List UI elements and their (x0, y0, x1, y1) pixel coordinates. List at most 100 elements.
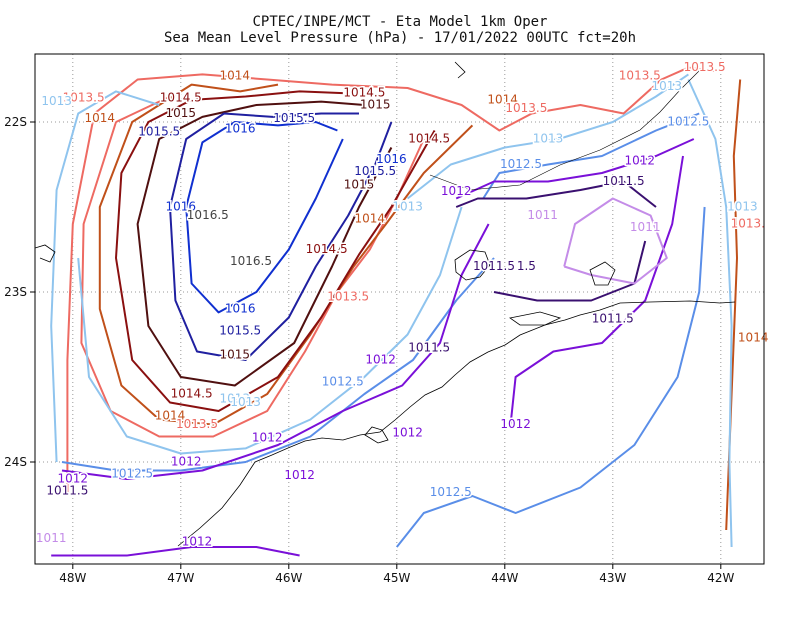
contour-label: 1013.5 (63, 91, 105, 105)
contour-line (725, 79, 742, 531)
contour-label: 1012.5 (430, 485, 472, 499)
contour-line (61, 257, 495, 472)
contour-label: 1012 (252, 431, 283, 445)
contour-line (396, 206, 706, 548)
contour-label: 1013 (652, 79, 683, 93)
contour-label: 1013.5 (505, 101, 547, 115)
contour-label: 1012 (500, 417, 531, 431)
chart-title: CPTEC/INPE/MCT - Eta Model 1km Oper (252, 14, 547, 30)
x-tick-label: 45W (383, 571, 410, 585)
contour-label: 1011.5 (473, 259, 515, 273)
contour-label: 1011.5 (408, 341, 450, 355)
contour-label: 1015 (166, 106, 197, 120)
contour-label: 1013.5 (176, 417, 218, 431)
x-tick-label: 43W (599, 571, 626, 585)
chart-subtitle: Sea Mean Level Pressure (hPa) - 17/01/20… (164, 30, 636, 46)
contour-line (406, 73, 689, 200)
contour-line (77, 206, 463, 455)
contour-label: 1012 (441, 184, 472, 198)
contour-label: 1012.5 (322, 375, 364, 389)
contour-line (493, 240, 647, 302)
contour-label: 1014 (220, 69, 251, 83)
contour-label: 1013 (727, 200, 758, 214)
axis-ticks: 48W 47W 46W 45W 44W 43W 42W 22S 23S 24S (4, 115, 734, 585)
contour-label: 1012.5 (500, 157, 542, 171)
contour-label: 1011.5 (592, 312, 634, 326)
contour-line (185, 121, 344, 314)
plot-frame (34, 53, 765, 565)
contour-line (136, 100, 393, 387)
contour-label: 1012.5 (111, 466, 153, 480)
contour-line (98, 83, 474, 426)
contour-label: 1012 (171, 455, 202, 469)
contour-label: 1014.5 (306, 242, 348, 256)
contour-label: 1014.5 (343, 86, 385, 100)
contour-label: 1012 (58, 472, 89, 486)
x-tick-label: 48W (59, 571, 86, 585)
contour-label: 1013 (533, 132, 564, 146)
contour-label: 1012 (625, 154, 656, 168)
contour-label: 1016.5 (187, 208, 229, 222)
contour-label: 1014.5 (171, 387, 213, 401)
x-tick-label: 44W (491, 571, 518, 585)
contour-label: 1014 (155, 409, 186, 423)
contour-line (169, 112, 393, 361)
contour-line (482, 112, 700, 200)
contour-label: 1013. (731, 217, 765, 231)
contour-label: 1015.5 (138, 125, 180, 139)
contour-label: 1013 (230, 395, 261, 409)
contour-label: 1015.5 (219, 324, 261, 338)
contour-label: 1015.5 (354, 164, 396, 178)
contour-line (455, 138, 695, 200)
contour-line (50, 90, 160, 463)
contour-label: 1014 (487, 92, 518, 106)
x-tick-label: 42W (707, 571, 734, 585)
contour-line (455, 180, 657, 208)
y-tick-label: 24S (4, 455, 27, 469)
contour-label: 1016 (166, 200, 197, 214)
contour-label: 1016 (225, 302, 256, 316)
contour-label: 1011 (36, 531, 67, 545)
contour-label: 1013 (392, 200, 423, 214)
contour-label: 1014 (355, 211, 386, 225)
contour-labels: 10141014.510151015.5101610161015.51014.5… (34, 59, 770, 550)
contour-line (115, 90, 436, 412)
x-tick-label: 46W (275, 571, 302, 585)
contour-label: 1016 (376, 152, 407, 166)
contour-label: 1011 (630, 220, 661, 234)
contour-label: 1012 (392, 426, 423, 440)
coastline (34, 61, 736, 547)
contour-label: 1015 (344, 177, 375, 191)
contour-label: 1016 (225, 121, 256, 135)
contour-label: 1014 (85, 111, 116, 125)
contour-line (61, 223, 490, 480)
contour-label: 1011 (527, 208, 558, 222)
contour-label: 1012 (182, 534, 213, 548)
y-tick-label: 22S (4, 115, 27, 129)
y-tick-label: 23S (4, 285, 27, 299)
contour-line (687, 79, 733, 548)
contour-label: 1011.5 (603, 174, 645, 188)
contour-label: 1015.5 (273, 111, 315, 125)
contour-label: 1016.5 (230, 254, 272, 268)
contour-label: 1014.5 (160, 91, 202, 105)
contour-lines (50, 66, 742, 557)
contour-label: 1012.5 (667, 115, 709, 129)
contour-line (80, 95, 425, 438)
contour-label: 1015 (360, 98, 391, 112)
contour-label: 1011.5 (46, 483, 88, 497)
contour-label: 1013 (220, 392, 251, 406)
contour-line (66, 66, 716, 496)
contour-label: 1013 (41, 94, 72, 108)
contour-label: 1013.5 (684, 60, 726, 74)
contour-label: 1.5 (517, 259, 536, 273)
contour-line (563, 197, 668, 285)
contour-label: 1014 (738, 330, 769, 344)
contour-line (509, 155, 684, 429)
contour-label: 1013.5 (327, 290, 369, 304)
contour-label: 1013.5 (619, 69, 661, 83)
grid-lines (35, 54, 764, 564)
x-tick-label: 47W (167, 571, 194, 585)
contour-label: 1012 (365, 353, 396, 367)
contour-label: 1015 (220, 347, 251, 361)
